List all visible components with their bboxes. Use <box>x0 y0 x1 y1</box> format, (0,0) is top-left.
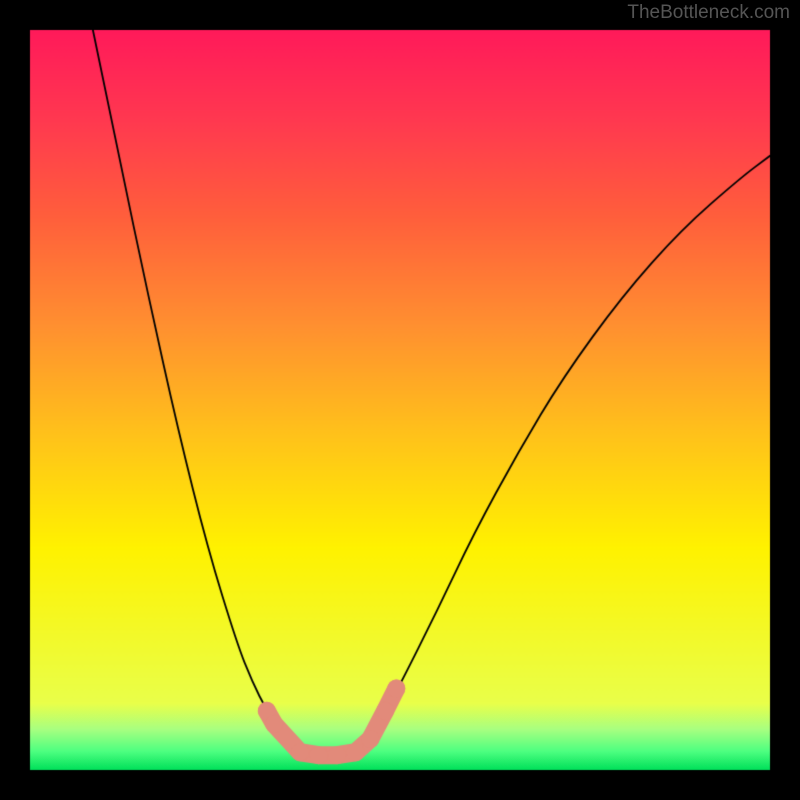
bottleneck-chart-canvas <box>0 0 800 800</box>
chart-container: TheBottleneck.com <box>0 0 800 800</box>
